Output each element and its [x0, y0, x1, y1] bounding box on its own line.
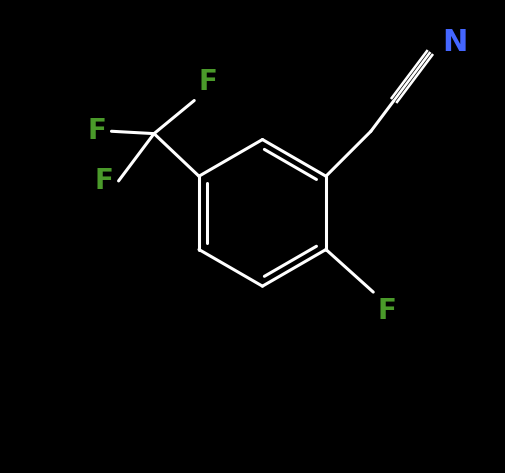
Text: F: F [88, 117, 107, 145]
Text: F: F [95, 167, 114, 195]
Text: F: F [198, 68, 218, 96]
Text: F: F [377, 297, 396, 325]
Text: N: N [441, 28, 467, 57]
